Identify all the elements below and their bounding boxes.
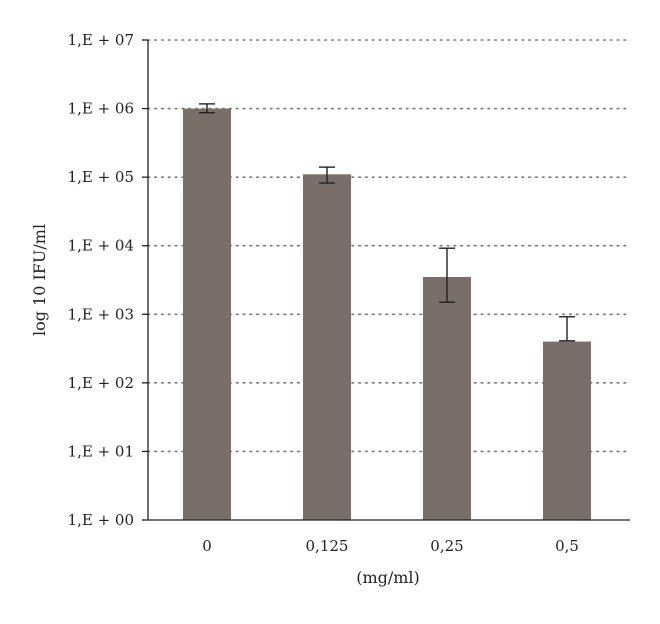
y-tick-label: 1,E + 03: [68, 305, 134, 323]
y-tick-label: 1,E + 06: [68, 100, 134, 118]
x-tick-label: 0: [202, 537, 212, 555]
y-tick-label: 1,E + 05: [68, 168, 134, 186]
x-ticks: 0 0,125 0,25 0,5: [202, 537, 579, 555]
bar: [423, 276, 471, 520]
x-axis-label: (mg/ml): [356, 568, 420, 587]
error-bars: [199, 103, 575, 342]
x-tick-label: 0,125: [306, 537, 349, 555]
y-ticks: 1,E + 00 1,E + 01 1,E + 02 1,E + 03 1,E + 04…: [68, 31, 148, 529]
y-tick-label: 1,E + 04: [68, 237, 134, 255]
y-axis-label: log 10 IFU/ml: [30, 224, 49, 336]
y-tick-label: 1,E + 07: [68, 31, 134, 49]
bar: [303, 174, 351, 520]
bar: [543, 341, 591, 520]
x-tick-label: 0,25: [430, 537, 463, 555]
y-tick-label: 1,E + 01: [68, 442, 134, 460]
x-tick-label: 0,5: [555, 537, 579, 555]
y-tick-label: 1,E + 02: [68, 374, 134, 392]
bar: [183, 108, 231, 521]
bars: [183, 108, 591, 521]
y-tick-label: 1,E + 00: [68, 511, 134, 529]
